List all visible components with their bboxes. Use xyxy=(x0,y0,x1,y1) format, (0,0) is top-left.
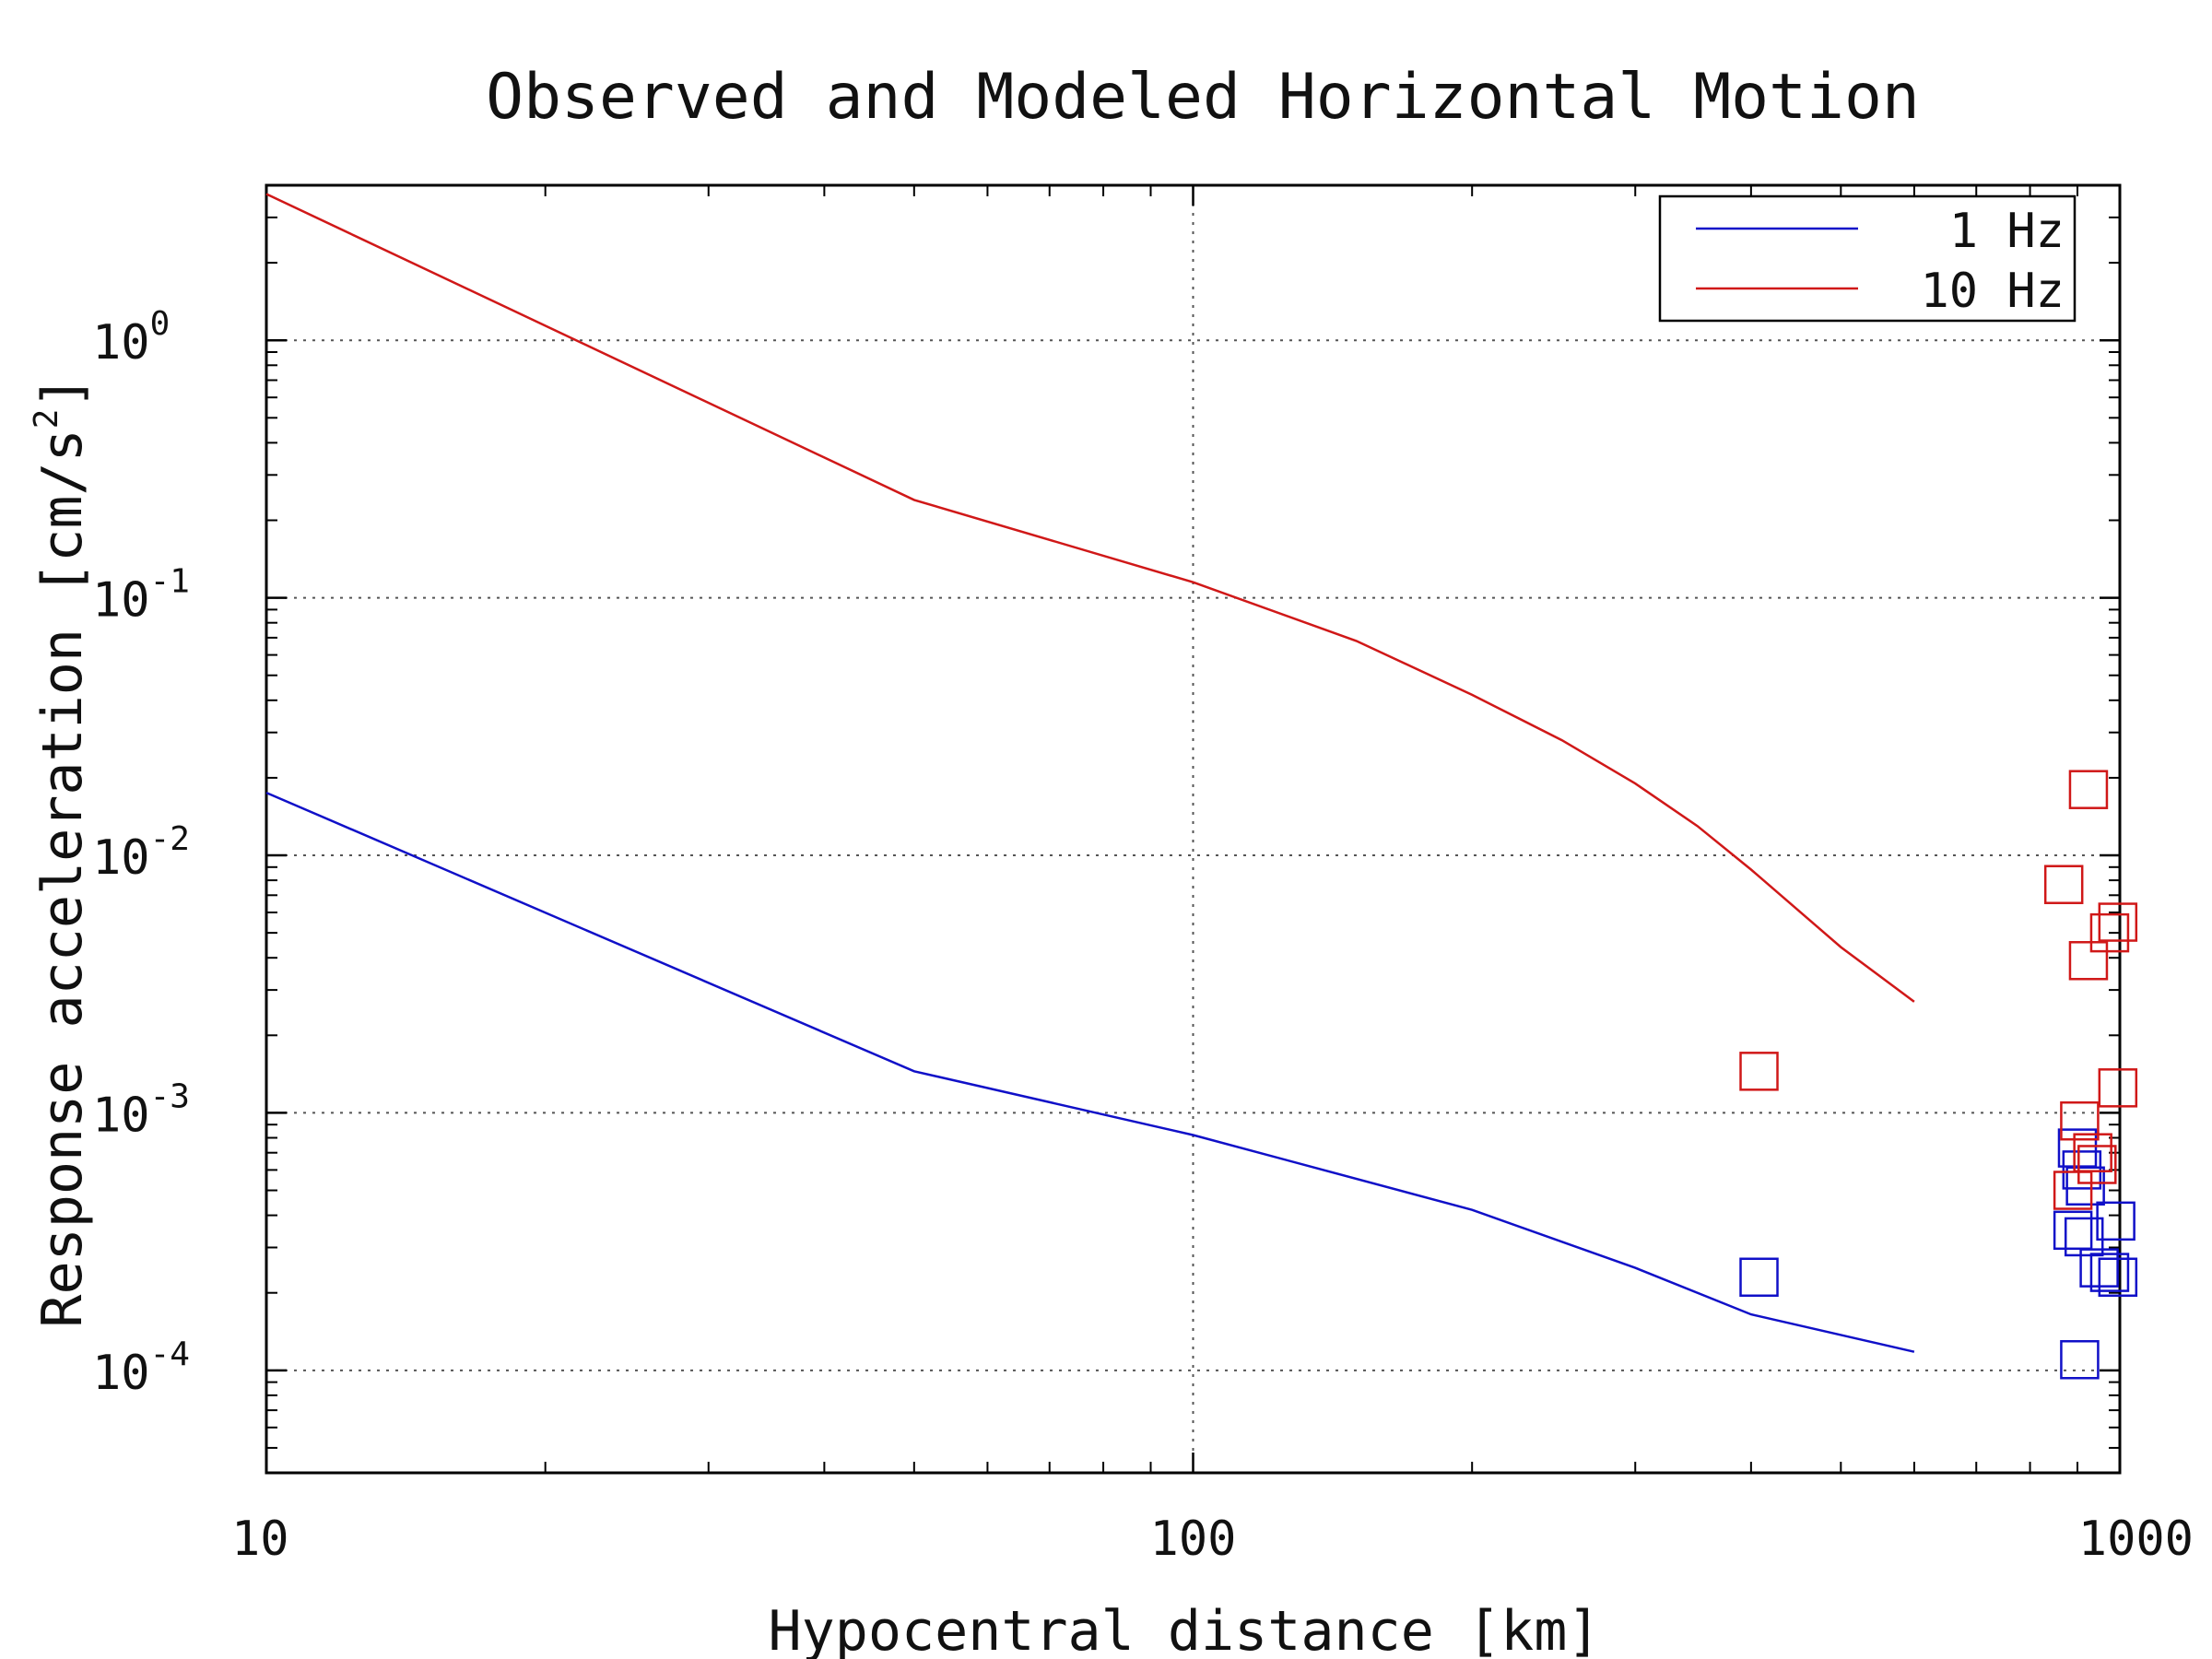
model-line-10hz xyxy=(265,193,1915,1003)
observed-point-10hz xyxy=(1739,1052,1779,1091)
y-tick-label: 10-4 xyxy=(92,1335,190,1401)
observed-point-1hz xyxy=(2089,1253,2130,1292)
y-tick-label: 10-1 xyxy=(92,563,190,629)
observed-point-10hz xyxy=(2053,1171,2093,1210)
observed-point-1hz xyxy=(2064,1217,2104,1257)
observed-point-10hz xyxy=(2043,865,2084,904)
y-tick-label: 10-3 xyxy=(92,1077,190,1143)
y-axis-label: Response acceleration [cm/s2] xyxy=(28,375,95,1327)
series-layer xyxy=(265,193,2138,1380)
x-axis-label: Hypocentral distance [km] xyxy=(768,1599,1600,1659)
legend: 1 Hz 10 Hz xyxy=(1658,194,2077,323)
observed-point-1hz xyxy=(2060,1340,2100,1380)
y-tick-exponent: -1 xyxy=(150,563,190,601)
y-tick-exponent: -4 xyxy=(150,1335,190,1373)
y-tick-base: 10 xyxy=(92,573,150,629)
observed-point-1hz xyxy=(1739,1257,1779,1297)
y-tick-exponent: -2 xyxy=(150,820,190,858)
observed-point-1hz xyxy=(2098,1257,2138,1297)
grid-layer xyxy=(266,185,2120,1473)
observed-point-1hz xyxy=(2096,1201,2136,1241)
observed-point-10hz xyxy=(2077,1145,2117,1184)
y-axis-label-main: Response acceleration [cm/s xyxy=(30,429,95,1327)
plot-frame xyxy=(265,183,2122,1475)
y-tick-base: 10 xyxy=(92,315,150,371)
observed-point-10hz xyxy=(2089,912,2130,953)
x-tick-label: 100 xyxy=(1150,1512,1237,1567)
observed-point-10hz xyxy=(2060,1100,2100,1141)
model-line-1hz xyxy=(265,791,1915,1353)
observed-point-1hz xyxy=(2065,1166,2105,1206)
observed-point-10hz xyxy=(2098,1068,2138,1108)
legend-label-1hz: 1 Hz xyxy=(1949,204,2065,259)
observed-point-10hz xyxy=(2098,902,2138,942)
observed-point-1hz xyxy=(2053,1210,2093,1251)
observed-point-10hz xyxy=(2068,941,2109,981)
y-axis-label-sup: 2 xyxy=(28,409,65,429)
observed-point-1hz xyxy=(2062,1150,2102,1190)
y-tick-label: 100 xyxy=(92,305,170,371)
y-tick-label: 10-2 xyxy=(92,820,190,886)
legend-box xyxy=(1658,194,2077,323)
y-tick-exponent: 0 xyxy=(150,305,171,343)
y-axis-label-end: ] xyxy=(30,375,95,408)
legend-label-10hz: 10 Hz xyxy=(1920,264,2065,319)
x-tick-label: 1000 xyxy=(2078,1512,2194,1567)
y-tick-base: 10 xyxy=(92,1346,150,1401)
y-tick-base: 10 xyxy=(92,830,150,886)
y-tick-exponent: -3 xyxy=(150,1077,190,1115)
minor-ticks xyxy=(265,184,2122,1474)
x-tick-label: 10 xyxy=(231,1512,289,1567)
observed-point-10hz xyxy=(2073,1133,2112,1172)
observed-point-10hz xyxy=(2068,770,2109,809)
chart-title: Observed and Modeled Horizontal Motion xyxy=(486,61,1920,134)
y-tick-base: 10 xyxy=(92,1088,150,1143)
